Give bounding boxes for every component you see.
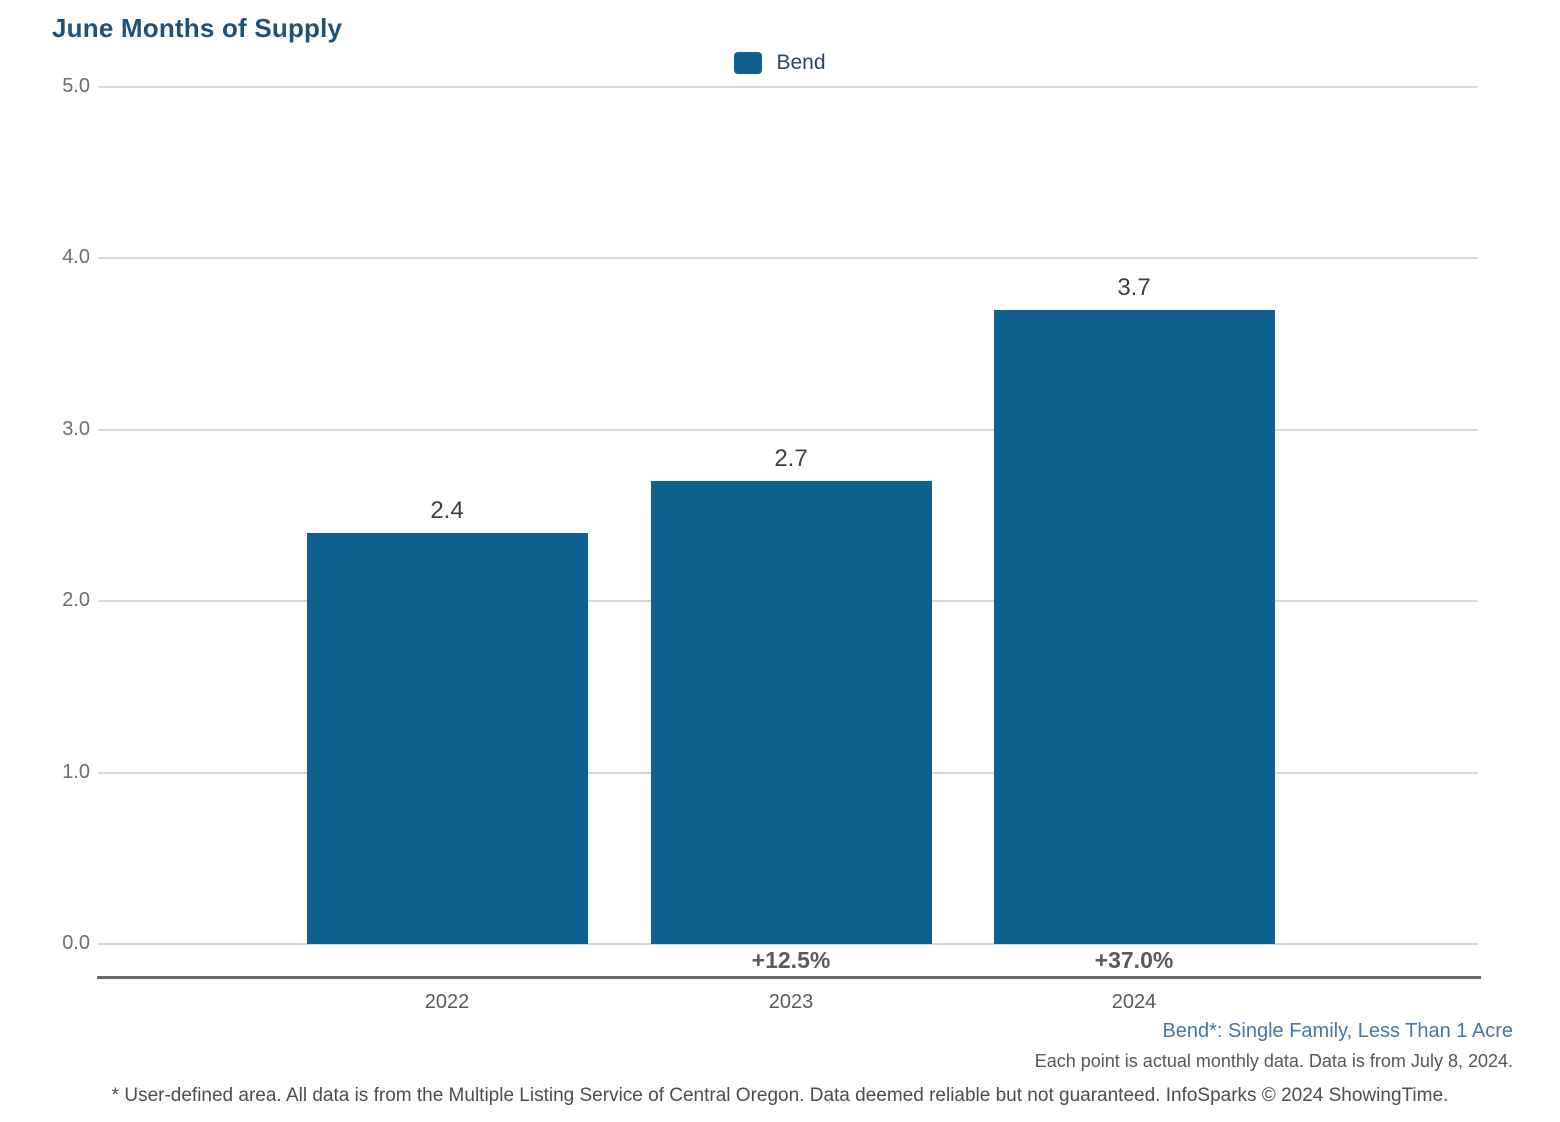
footnote-disclaimer: * User-defined area. All data is from th… — [111, 1085, 1449, 1106]
bar-value-label-2024: 3.7 — [1117, 273, 1151, 301]
pct-change-label-2024: +37.0% — [1094, 947, 1174, 973]
chart-title: June Months of Supply — [52, 13, 343, 43]
gridline-4.0 — [98, 257, 1478, 260]
legend: Bend — [0, 51, 1560, 75]
footnote-series-definition: Bend*: Single Family, Less Than 1 Acre — [1162, 1020, 1513, 1042]
bar-2024[interactable] — [993, 309, 1275, 944]
gridline-5.0 — [98, 86, 1478, 88]
bar-2022[interactable] — [306, 532, 588, 944]
legend-swatch-bend[interactable] — [734, 52, 763, 74]
x-axis-label-2023: 2023 — [768, 991, 814, 1013]
y-tick-label-0.0: 0.0 — [62, 932, 90, 954]
x-axis-label-2022: 2022 — [424, 991, 470, 1013]
y-tick-label-3.0: 3.0 — [62, 417, 90, 440]
y-tick-label-2.0: 2.0 — [62, 589, 90, 612]
x-axis-label-2024: 2024 — [1111, 991, 1157, 1013]
x-axis-line — [97, 976, 1481, 979]
legend-label-bend[interactable]: Bend — [776, 51, 826, 74]
y-tick-label-5.0: 5.0 — [62, 75, 90, 97]
y-tick-label-4.0: 4.0 — [62, 246, 90, 269]
bar-2023[interactable] — [650, 481, 932, 944]
y-tick-label-1.0: 1.0 — [62, 760, 90, 783]
bar-value-label-2023: 2.7 — [774, 445, 808, 473]
gridline-0.0 — [98, 943, 1478, 945]
footnote-data-note: Each point is actual monthly data. Data … — [1034, 1051, 1513, 1071]
gridline-3.0 — [98, 428, 1478, 431]
bar-value-label-2022: 2.4 — [430, 496, 464, 524]
pct-change-label-2023: +12.5% — [751, 947, 831, 973]
